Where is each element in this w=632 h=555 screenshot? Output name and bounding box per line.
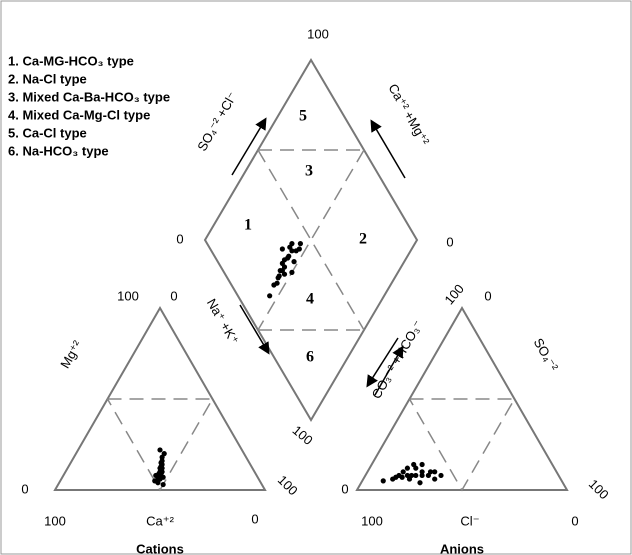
corner-label: 0 [484, 288, 491, 303]
corner-label: 0 [571, 513, 578, 528]
diamond-point [297, 241, 303, 247]
diamond [203, 58, 419, 422]
anion-point [400, 469, 406, 475]
dashed-line [408, 398, 516, 492]
anion-point [393, 474, 399, 480]
diamond-point [285, 255, 291, 261]
legend-item: 2. Na-Cl type [8, 71, 87, 86]
dashed-line [257, 149, 365, 331]
arrow [370, 119, 406, 179]
corner-label: 0 [446, 234, 453, 249]
anion-point [432, 476, 438, 482]
zone-label: 3 [305, 163, 313, 180]
anion-point [411, 461, 417, 468]
anion-point [419, 461, 425, 468]
arrow [239, 304, 270, 355]
diamond-point [291, 259, 297, 265]
cation-point [158, 471, 164, 477]
diamond-point [274, 280, 280, 286]
cation-point [159, 465, 165, 471]
legend: 1. Ca-MG-HCO₃ type 2. Na-Cl type 3. Mixe… [8, 53, 170, 158]
axis-title: Cations [136, 541, 184, 555]
corner-label: 0 [170, 288, 177, 303]
anion-point [432, 469, 438, 475]
cation-point [161, 451, 167, 457]
zone-label: 4 [306, 291, 314, 308]
axis-label: Ca⁺² [146, 513, 174, 528]
corner-label: 100 [117, 288, 139, 303]
diamond-point [279, 246, 285, 252]
corner-label: 100 [44, 513, 66, 528]
arrow [231, 117, 267, 176]
legend-item: 4. Mixed Ca-Mg-Cl type [8, 107, 150, 122]
dashed-line [106, 398, 214, 492]
diamond-point [275, 275, 281, 281]
anion-point [438, 472, 444, 479]
anion-point [413, 472, 419, 479]
zone-label: 1 [244, 217, 252, 234]
corner-label: 0 [341, 481, 348, 496]
cation-point [155, 480, 161, 486]
diamond-point [287, 244, 293, 250]
arrow [374, 345, 404, 396]
anion-point [419, 469, 425, 475]
anion-point [406, 476, 413, 482]
corner-label: 0 [251, 511, 258, 526]
corner-label: 0 [176, 231, 183, 246]
diamond-point [289, 269, 295, 275]
axis-label: Cl⁻ [460, 513, 479, 528]
corner-label: 0 [21, 481, 28, 496]
diamond-point [279, 268, 285, 274]
cation-point [160, 481, 166, 488]
zone-label: 6 [306, 349, 314, 366]
zone-label: 5 [299, 108, 307, 125]
anion-point [419, 472, 425, 479]
cation-point [159, 458, 165, 464]
zone-label: 2 [359, 231, 367, 248]
cation-point [157, 447, 163, 453]
corner-label: 100 [361, 513, 383, 528]
cation-point [155, 476, 161, 482]
dashed-line [257, 149, 365, 331]
anion-point [380, 478, 386, 484]
diamond-point [279, 260, 285, 266]
anion-point [417, 480, 423, 486]
anion-point [404, 465, 410, 471]
legend-item: 3. Mixed Ca-Ba-HCO₃ type [8, 89, 170, 104]
cation-point [159, 461, 165, 468]
corner-label: 100 [307, 26, 329, 41]
axis-title: Anions [440, 541, 484, 555]
legend-item: 1. Ca-MG-HCO₃ type [8, 53, 134, 68]
legend-item: 6. Na-HCO₃ type [8, 143, 109, 158]
legend-item: 5. Ca-Cl type [8, 125, 87, 140]
anion-point [427, 469, 434, 475]
diamond-point [293, 248, 299, 254]
diamond-point [267, 293, 273, 299]
